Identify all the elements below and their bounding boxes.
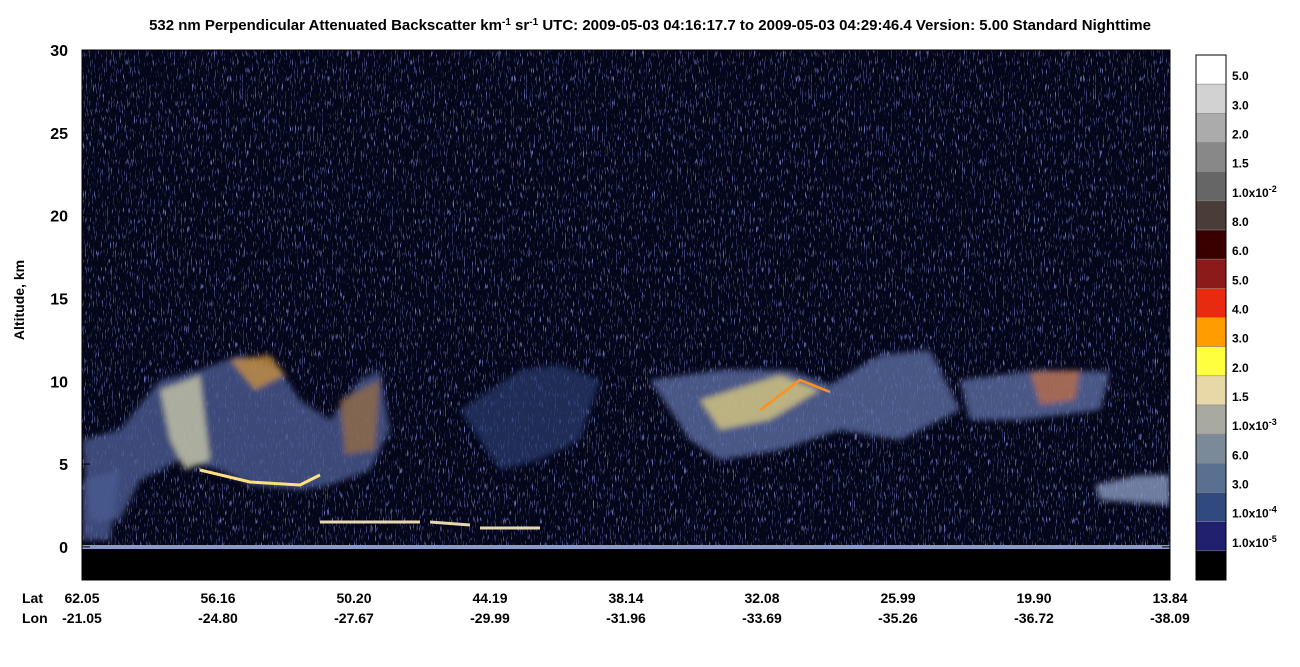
colorbar-swatch [1195, 492, 1227, 522]
lon-label: -24.80 [198, 610, 238, 626]
colorbar-label: 8.0 [1232, 215, 1249, 229]
colorbar-label-base: 1.0x10 [1232, 507, 1269, 521]
colorbar-label-exponent: -2 [1269, 184, 1277, 194]
title-superscript: -1 [529, 17, 538, 28]
colorbar: 5.03.02.01.51.0x10-28.06.05.04.03.02.01.… [1195, 54, 1277, 581]
colorbar-label-base: 1.0x10 [1232, 419, 1269, 433]
y-tick-label: 10 [50, 374, 68, 391]
lat-label: 62.05 [64, 590, 99, 606]
colorbar-swatch [1195, 404, 1227, 435]
lat-label: 44.19 [472, 590, 507, 606]
colorbar-label-base: 1.0x10 [1232, 536, 1269, 550]
title-text: sr [511, 17, 530, 34]
colorbar-swatch [1195, 433, 1227, 464]
lon-label: -21.05 [62, 610, 102, 626]
chart-title: 532 nm Perpendicular Attenuated Backscat… [149, 17, 1151, 35]
colorbar-swatch [1195, 375, 1227, 406]
colorbar-swatch [1195, 171, 1227, 202]
colorbar-label-exponent: -3 [1269, 417, 1277, 427]
colorbar-label: 3.0 [1232, 98, 1249, 112]
lon-label: -31.96 [606, 610, 646, 626]
colorbar-label: 2.0 [1232, 128, 1249, 142]
colorbar-frame [1195, 54, 1227, 581]
colorbar-swatch [1195, 54, 1227, 85]
colorbar-swatch [1195, 346, 1227, 377]
colorbar-label: 2.0 [1232, 361, 1249, 375]
colorbar-label-exponent: -4 [1269, 505, 1277, 515]
y-tick-label: 5 [59, 457, 68, 474]
title-text: 532 nm Perpendicular Attenuated Backscat… [149, 17, 502, 34]
colorbar-label: 3.0 [1232, 332, 1249, 346]
colorbar-label: 1.0x10-5 [1232, 534, 1277, 550]
lat-label: 25.99 [880, 590, 915, 606]
lat-label: 32.08 [744, 590, 779, 606]
y-axis-label: Altitude, km [11, 260, 27, 340]
colorbar-swatch [1195, 83, 1227, 114]
colorbar-label: 1.0x10-3 [1232, 417, 1277, 433]
colorbar-swatch [1195, 317, 1227, 347]
x-row-label: Lat [22, 590, 43, 606]
title-superscript: -1 [502, 17, 511, 28]
colorbar-label: 1.0x10-4 [1232, 505, 1277, 521]
colorbar-label: 6.0 [1232, 448, 1249, 462]
colorbar-swatch [1195, 200, 1227, 231]
colorbar-swatch [1195, 258, 1227, 289]
lat-label: 13.84 [1152, 590, 1187, 606]
colorbar-swatch [1195, 142, 1227, 172]
colorbar-swatch [1195, 229, 1227, 260]
lon-label: -35.26 [878, 610, 918, 626]
curtain-image [82, 50, 1170, 580]
y-tick-label: 30 [50, 43, 68, 60]
colorbar-label: 5.0 [1232, 273, 1249, 287]
colorbar-label: 1.5 [1232, 390, 1249, 404]
colorbar-swatch [1195, 521, 1227, 552]
lon-label: -27.67 [334, 610, 374, 626]
colorbar-label: 5.0 [1232, 69, 1249, 83]
y-tick-label: 20 [50, 209, 68, 226]
y-tick-label: 25 [50, 126, 68, 143]
title-text: UTC: 2009-05-03 04:16:17.7 to 2009-05-03… [538, 17, 1151, 34]
colorbar-label-exponent: -5 [1269, 534, 1277, 544]
y-tick-label: 0 [59, 540, 68, 557]
colorbar-swatch [1195, 288, 1227, 318]
colorbar-swatch [1195, 463, 1227, 493]
lon-label: -38.09 [1150, 610, 1190, 626]
colorbar-swatch [1195, 550, 1227, 581]
colorbar-label: 4.0 [1232, 303, 1249, 317]
lat-label: 19.90 [1016, 590, 1051, 606]
colorbar-label-base: 1.0x10 [1232, 186, 1269, 200]
lon-label: -36.72 [1014, 610, 1054, 626]
colorbar-label: 1.0x10-2 [1232, 184, 1277, 200]
colorbar-swatch [1195, 113, 1227, 143]
y-tick-label: 15 [50, 291, 68, 308]
lat-label: 50.20 [336, 590, 371, 606]
colorbar-label: 1.5 [1232, 157, 1249, 171]
colorbar-label: 3.0 [1232, 478, 1249, 492]
lon-label: -33.69 [742, 610, 782, 626]
lon-label: -29.99 [470, 610, 510, 626]
x-row-label: Lon [22, 610, 48, 626]
colorbar-label: 6.0 [1232, 244, 1249, 258]
lat-label: 38.14 [608, 590, 643, 606]
lat-label: 56.16 [200, 590, 235, 606]
